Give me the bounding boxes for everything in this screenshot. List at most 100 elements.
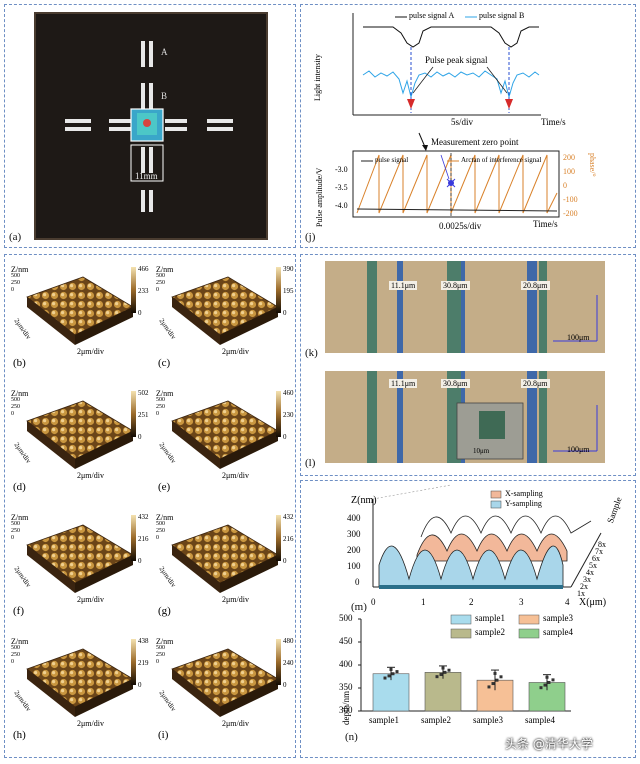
m-xtick-3: 3 <box>519 597 524 607</box>
afm-zlabel: Z/nm <box>156 637 174 646</box>
n-category: sample1 <box>369 715 399 725</box>
ytick-left-1: -3.5 <box>335 183 348 192</box>
legend-signal-a: pulse signal A <box>409 11 455 20</box>
k-width-2: 30.8μm <box>441 281 470 290</box>
signal-chart <box>352 13 560 218</box>
data-point <box>499 675 503 679</box>
afm-ztick: 0 <box>156 411 159 417</box>
data-point <box>551 678 555 682</box>
afm-side <box>172 545 220 593</box>
marker-b: B <box>161 91 168 101</box>
afm-side <box>172 669 220 717</box>
panel-a: A B 11mm (a) <box>4 4 296 248</box>
afm-cbar-tick: 460 <box>283 389 294 397</box>
afm-ztick: 0 <box>156 535 159 541</box>
afm-ztick: 250 <box>11 652 20 658</box>
m-sample-tick: 6x <box>592 554 600 563</box>
afm-side <box>220 307 278 345</box>
afm-panel-label: (d) <box>13 481 26 493</box>
afm-surface <box>171 400 279 460</box>
data-point <box>391 672 395 676</box>
l-width-2: 30.8μm <box>441 379 470 388</box>
afm-surface-grid <box>26 267 281 717</box>
n-legend-swatch <box>518 628 540 639</box>
zero-point-label: Measurement zero point <box>431 137 519 147</box>
data-point <box>439 673 443 677</box>
afm-side <box>75 679 133 717</box>
l-inset-scale: 10μm <box>473 447 490 455</box>
afm-side <box>220 431 278 469</box>
ytick-right-3: -100 <box>563 195 578 204</box>
m-sample-tick: 4x <box>586 568 594 577</box>
afm-colorbar <box>131 639 136 685</box>
data-point <box>491 682 495 686</box>
m-xtick-4: 4 <box>565 597 570 607</box>
panel-afm: Z/nm 500 250 0 466 233 0 2μm/div 2μm/div (b) Z/nm 5… <box>4 254 296 758</box>
legend-pulse: pulse signal <box>375 156 409 164</box>
m-legend-x: X-sampling <box>505 489 543 498</box>
afm-panel-0 <box>26 267 136 345</box>
afm-xlabel: 2μm/div <box>222 719 249 728</box>
afm-ztick: 0 <box>11 659 14 665</box>
afm-cbar-tick: 438 <box>138 637 149 645</box>
bottom-ylabel-left: Pulse amplitude/V <box>315 167 324 227</box>
ytick-right-0: 200 <box>563 153 575 162</box>
k-width-3: 20.8μm <box>521 281 550 290</box>
m-sample-tick: 5x <box>589 561 597 570</box>
l-scale: 100μm <box>567 445 590 454</box>
afm-ztick: 0 <box>11 287 14 293</box>
afm-cbar-tick: 466 <box>138 265 149 273</box>
afm-cbar-tick: 0 <box>283 557 287 565</box>
afm-surface <box>171 648 279 708</box>
afm-colorbar <box>276 515 281 561</box>
afm-zlabel: Z/nm <box>11 637 29 646</box>
afm-colorbar <box>276 391 281 437</box>
afm-surface <box>26 276 134 336</box>
m-xtick-2: 2 <box>469 597 474 607</box>
pulse-peak-label: Pulse peak signal <box>425 55 488 65</box>
afm-surface <box>26 524 134 584</box>
afm-xlabel: 2μm/div <box>222 347 249 356</box>
afm-ztick: 500 <box>156 397 165 403</box>
panel-label-m: (m) <box>351 601 367 613</box>
afm-xlabel: 2μm/div <box>222 595 249 604</box>
afm-ztick: 250 <box>156 280 165 286</box>
m-ztick-4: 0 <box>355 577 360 587</box>
afm-ztick: 250 <box>11 404 20 410</box>
afm-cbar-tick: 0 <box>138 681 142 689</box>
m-zlabel: Z(nm) <box>351 495 377 506</box>
panel-label-a: (a) <box>9 231 22 243</box>
n-ytick: 300 <box>339 705 353 715</box>
data-point <box>447 668 451 672</box>
n-ytick: 500 <box>339 613 353 623</box>
afm-xlabel: 2μm/div <box>222 471 249 480</box>
ytick-right-2: 0 <box>563 181 567 190</box>
m-ztick-2: 200 <box>347 545 361 555</box>
afm-cbar-tick: 432 <box>283 513 294 521</box>
data-point <box>539 686 543 690</box>
afm-cbar-tick: 0 <box>138 433 142 441</box>
ytick-right-1: 100 <box>563 167 575 176</box>
n-legend-swatch <box>450 628 472 639</box>
panel-j: pulse signal A pulse signal B Light inte… <box>300 4 636 248</box>
afm-panel-2 <box>26 391 136 469</box>
afm-surface <box>171 524 279 584</box>
n-legend-swatch <box>518 614 540 625</box>
wafer-photo <box>34 12 268 240</box>
panel-kl: 11.1μm 30.8μm 20.8μm 100μm (k) 11.1μm 30… <box>300 254 636 476</box>
afm-surface <box>26 400 134 460</box>
data-point <box>387 674 391 678</box>
m-legend-y: Y-sampling <box>505 499 542 508</box>
data-point <box>545 675 549 679</box>
afm-side <box>75 307 133 345</box>
bottom-xlabel: Time/s <box>533 219 558 229</box>
panel-label-l: (l) <box>305 457 316 469</box>
data-point <box>493 671 497 675</box>
afm-side <box>172 421 220 469</box>
afm-panel-3 <box>171 391 281 469</box>
afm-cbar-tick: 216 <box>138 535 149 543</box>
afm-panel-label: (h) <box>13 729 26 741</box>
afm-cbar-tick: 0 <box>283 309 287 317</box>
watermark: 头条 @清华大学 <box>505 737 593 751</box>
afm-xlabel: 2μm/div <box>77 719 104 728</box>
